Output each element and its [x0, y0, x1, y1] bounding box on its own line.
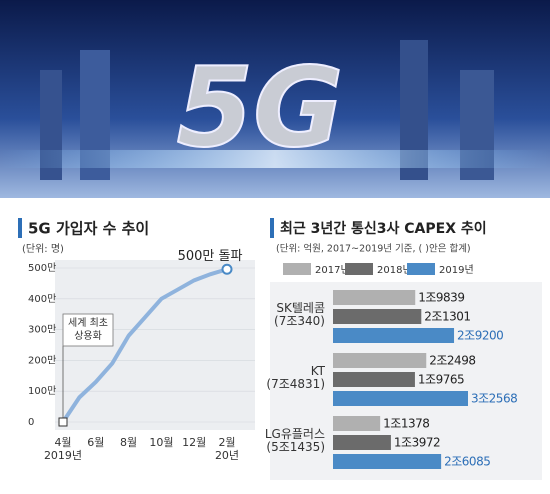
annotation-box [62, 313, 114, 347]
legend-swatch [345, 263, 373, 275]
chart-title: 최근 3년간 통신3사 CAPEX 추이 [280, 220, 487, 237]
point [221, 263, 233, 275]
category-label: KT (7조4831) [266, 364, 325, 391]
value-label: 1조1378 [383, 417, 429, 431]
title-bar [18, 218, 22, 238]
value-label: 2조1301 [424, 310, 470, 324]
category-label: SK텔레콤 (7조340) [274, 301, 325, 328]
value-label: 2조9200 [457, 329, 503, 343]
bar [333, 290, 416, 305]
y-tick-label: 300만 [28, 324, 56, 336]
bar [333, 353, 427, 368]
value-label: 2조2498 [429, 354, 475, 368]
value-label: 3조2568 [471, 392, 517, 406]
title-bar [270, 218, 274, 238]
y-tick-label: 500만 [28, 262, 56, 274]
category-label: LG유플러스 (5조1435) [264, 427, 325, 454]
bar [333, 328, 455, 343]
y-tick-label: 0 [28, 417, 34, 428]
x-tick-label: 12월 [182, 436, 207, 449]
value-label: 2조6085 [444, 455, 490, 469]
banner-text: 5G [177, 43, 344, 171]
y-tick-label: 100만 [28, 385, 56, 397]
annotation: 세계 최초 상용화 [68, 318, 108, 342]
x-tick-label: 2월 20년 [214, 436, 240, 462]
x-tick-label: 8월 [120, 436, 138, 449]
x-tick-label: 6월 [87, 436, 105, 449]
chart-title: 5G 가입자 수 추이 [28, 220, 149, 238]
bar [333, 309, 422, 324]
legend-label: 2017년 [315, 264, 350, 276]
legend-swatch [407, 263, 435, 275]
x-tick-label: 10월 [149, 436, 174, 449]
point [58, 417, 68, 427]
value-label: 1조9765 [418, 373, 464, 387]
bar [333, 454, 442, 469]
bar [333, 435, 391, 450]
legend-label: 2018년 [377, 264, 412, 276]
line [61, 267, 229, 424]
bar [333, 416, 381, 431]
annotation: 500만 돌파 [177, 249, 243, 264]
value-label: 1조3972 [394, 436, 440, 450]
legend-label: 2019년 [439, 264, 474, 276]
bar [333, 372, 415, 387]
x-tick-label: 4월 2019년 [43, 436, 83, 462]
legend-swatch [283, 263, 311, 275]
y-tick-label: 200만 [28, 354, 56, 366]
subtitle: (단위: 명) [22, 242, 64, 255]
light-trail [0, 150, 550, 168]
subtitle: (단위: 억원, 2017~2019년 기준, ( )안은 합계) [276, 243, 471, 255]
y-tick-label: 400만 [28, 293, 56, 305]
bar [333, 391, 468, 406]
value-label: 1조9839 [418, 291, 464, 305]
